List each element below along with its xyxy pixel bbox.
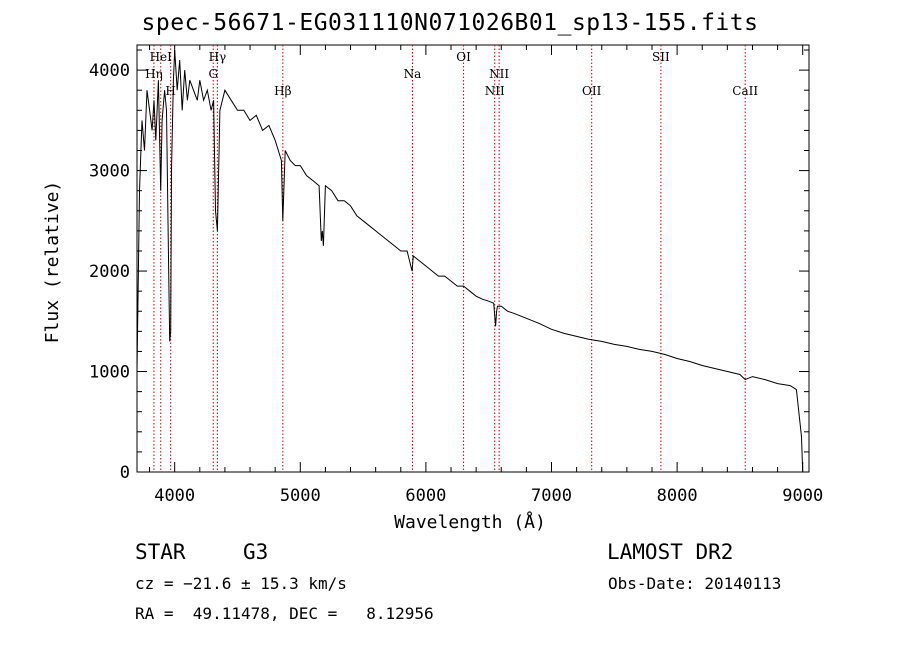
spectral-line-label: Hη (145, 67, 163, 81)
spectrum-line (136, 49, 804, 473)
spectral-line-label: H (165, 84, 175, 98)
plot-frame (136, 44, 810, 473)
x-tick-label: 6000 (405, 486, 446, 506)
y-tick-label: 3000 (89, 162, 130, 182)
x-tick-label: 9000 (782, 486, 823, 506)
spectral-line-label: Hγ (209, 50, 227, 64)
y-tick-label: 4000 (89, 61, 130, 81)
x-tick-label: 8000 (657, 486, 698, 506)
x-tick-label: 4000 (154, 486, 195, 506)
spectral-line-label: CaII (732, 84, 758, 98)
survey-name: LAMOST DR2 (607, 540, 734, 564)
x-tick-label: 5000 (280, 486, 321, 506)
spectral-line-label: HeI (150, 50, 173, 64)
x-tick-label: 7000 (531, 486, 572, 506)
chart-title: spec-56671-EG031110N071026B01_sp13-155.f… (141, 10, 759, 36)
coordinates: RA = 49.11478, DEC = 8.12956 (135, 604, 434, 623)
y-tick-label: 2000 (89, 262, 130, 282)
object-subclass: G3 (243, 540, 269, 564)
x-axis-label: Wavelength (Å) (394, 511, 546, 533)
obs-date: Obs-Date: 20140113 (608, 574, 782, 593)
spectral-line-label: OI (456, 50, 471, 64)
spectral-line-label: NII (489, 67, 509, 81)
spectral-line-label: SII (652, 50, 670, 64)
spectral-line-label: Na (404, 67, 422, 81)
object-class: STAR (135, 540, 186, 564)
spectral-line-label: NII (485, 84, 505, 98)
spectral-line-label: G (208, 67, 218, 81)
y-axis-label: Flux (relative) (42, 181, 63, 344)
spectral-line-label: Hβ (274, 84, 291, 98)
y-tick-label: 1000 (89, 363, 130, 383)
spectral-line-label: OII (582, 84, 602, 98)
redshift-cz: cz = −21.6 ± 15.3 km/s (135, 574, 347, 593)
y-tick-label: 0 (120, 463, 130, 483)
